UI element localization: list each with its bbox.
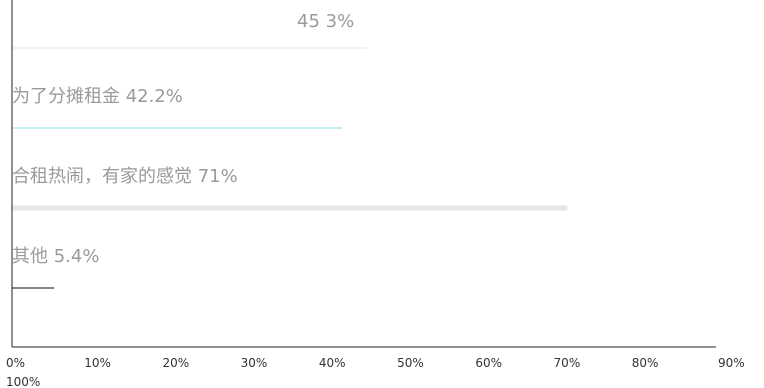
x-tick-label-1: 10% bbox=[84, 356, 111, 370]
x-tick-label-4: 40% bbox=[319, 356, 346, 370]
bar-label-3: 其他 5.4% bbox=[12, 246, 99, 267]
x-tick-label-0: 0% bbox=[6, 356, 25, 370]
x-tick-label-6: 60% bbox=[475, 356, 502, 370]
bar-label-1: 为了分摊租金 42.2% bbox=[12, 86, 183, 107]
bars-layer: 45 3% 为了分摊租金 42.2% 合租热闹，有家的感觉 71% 其他 5.4% bbox=[12, 11, 568, 289]
bar-label-2: 合租热闹，有家的感觉 71% bbox=[12, 166, 238, 187]
x-tick-label-extra: 100% bbox=[6, 375, 40, 388]
x-ticks: 0% 10% 20% 30% 40% 50% 60% 70% 80% 90% bbox=[6, 356, 745, 370]
x-tick-label-8: 80% bbox=[632, 356, 659, 370]
x-tick-label-3: 30% bbox=[241, 356, 268, 370]
bar-3 bbox=[12, 287, 55, 289]
x-tick-label-9: 90% bbox=[718, 356, 745, 370]
bar-label-0: 45 3% bbox=[297, 11, 354, 32]
bar-0 bbox=[12, 47, 367, 49]
x-tick-label-5: 50% bbox=[397, 356, 424, 370]
x-tick-label-7: 70% bbox=[554, 356, 581, 370]
x-tick-label-2: 20% bbox=[162, 356, 189, 370]
bar-2 bbox=[12, 205, 568, 211]
bar-1 bbox=[12, 127, 343, 129]
